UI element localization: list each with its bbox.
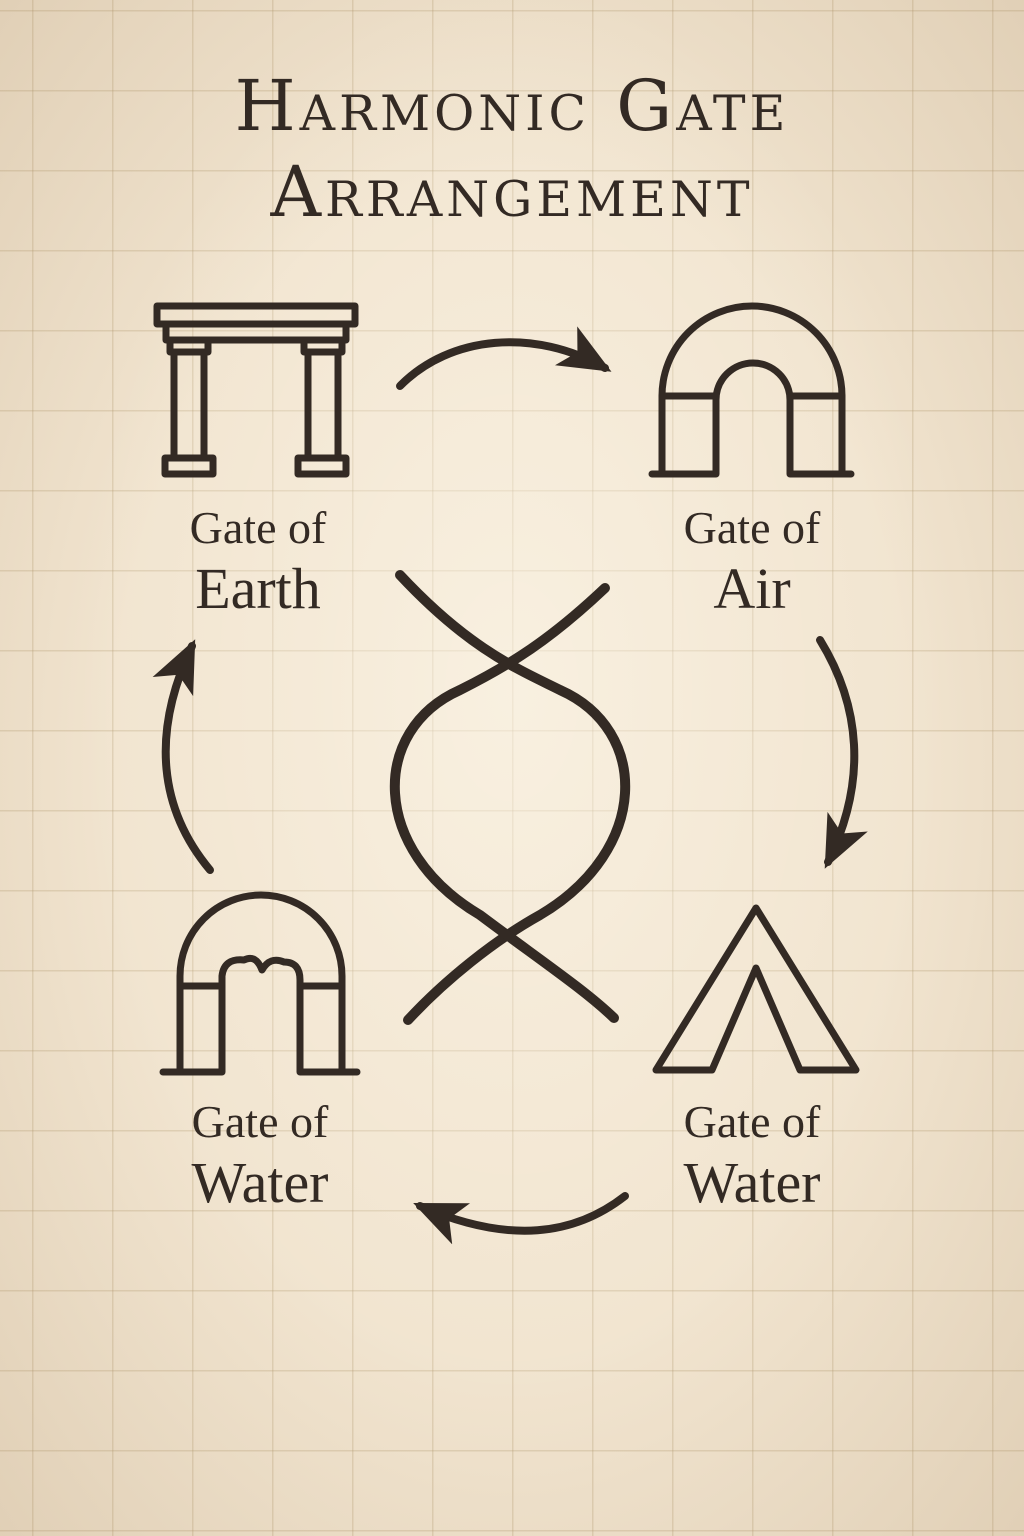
arrow-water-to-water [413,1192,629,1245]
arrow-earth-to-air [396,326,612,390]
label-gate-of-water-left-name: Water [191,1150,329,1215]
pillared-gate-icon [153,302,359,478]
title-line-1: Harmonic Gate [234,65,790,147]
label-gate-of-earth-name: Earth [195,556,321,621]
title-line-2: Arrangement [270,151,754,233]
label-gate-of-earth-prefix: Gate of [189,502,327,553]
label-gate-of-earth: Gate of Earth [108,500,408,622]
label-gate-of-water-right-prefix: Gate of [683,1096,821,1147]
arrow-water-to-earth [152,639,214,874]
label-gate-of-air: Gate of Air [602,500,902,622]
label-gate-of-water-left: Gate of Water [110,1094,410,1216]
triangle-gate-icon [652,904,860,1074]
label-gate-of-air-prefix: Gate of [683,502,821,553]
scalloped-arch-icon [159,891,361,1076]
label-gate-of-air-name: Air [713,556,791,621]
round-arch-icon [648,302,855,478]
label-gate-of-water-right-name: Water [683,1150,821,1215]
label-gate-of-water-left-prefix: Gate of [191,1096,329,1147]
arrow-air-to-water [816,636,868,869]
interlaced-loop-icon [389,570,631,1025]
label-gate-of-water-right: Gate of Water [602,1094,902,1216]
